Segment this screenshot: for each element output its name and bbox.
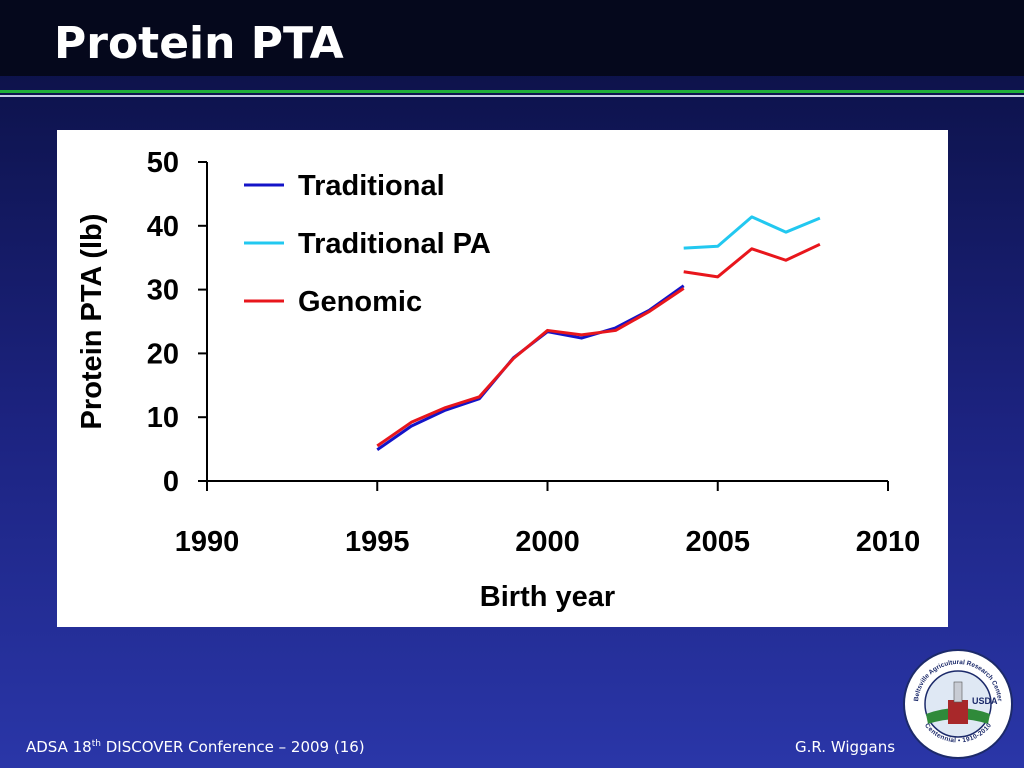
x-tick-label: 2005 — [685, 526, 750, 558]
series-line — [683, 215, 821, 250]
footer-superscript: th — [91, 739, 101, 749]
legend-label: Genomic — [298, 286, 422, 318]
y-tick-label: 40 — [147, 211, 179, 243]
title-bar — [0, 0, 1024, 76]
x-axis-title: Birth year — [480, 581, 615, 613]
chart-panel — [57, 130, 948, 627]
footer-author: G.R. Wiggans — [795, 738, 896, 756]
footer-text: ADSA 18 — [26, 738, 92, 756]
slide-title: Protein PTA — [54, 18, 344, 69]
footer-left: ADSA 18th DISCOVER Conference – 2009 (16… — [26, 738, 365, 756]
y-axis-title: Protein PTA (lb) — [76, 214, 108, 430]
legend-label: Traditional PA — [298, 228, 491, 260]
logo-building — [948, 700, 968, 724]
green-rule — [0, 90, 1024, 93]
x-tick-label: 2010 — [856, 526, 921, 558]
y-tick-label: 50 — [147, 147, 179, 179]
y-tick-label: 30 — [147, 275, 179, 307]
x-tick-label: 1995 — [345, 526, 410, 558]
light-rule — [0, 95, 1024, 97]
series-line — [376, 242, 821, 448]
y-tick-label: 10 — [147, 402, 179, 434]
x-tick-label: 2000 — [515, 526, 580, 558]
legend-label: Traditional — [298, 170, 445, 202]
logo-badge: USDA — [972, 696, 998, 706]
x-tick-label: 1990 — [175, 526, 240, 558]
logo: USDA Beltsville Agricultural Research Ce… — [903, 649, 1013, 759]
series-line — [376, 284, 685, 451]
footer-text: DISCOVER Conference – 2009 (16) — [100, 738, 365, 756]
y-tick-label: 20 — [147, 338, 179, 370]
y-tick-label: 0 — [163, 466, 179, 498]
logo-tower — [953, 681, 963, 703]
